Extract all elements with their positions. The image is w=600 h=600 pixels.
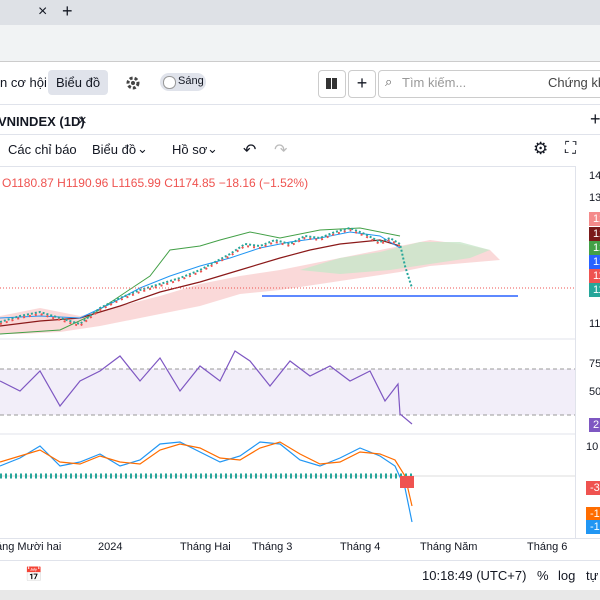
profile-button[interactable]: Hồ sơ (172, 142, 208, 157)
ohlc-legend: O1180.87 H1190.96 L1165.99 C1174.85 −18.… (2, 176, 308, 190)
percent-toggle[interactable]: % (537, 568, 549, 583)
macd-tick-label: 10 (586, 441, 599, 453)
price-tick-label: 12 (589, 227, 600, 241)
time-tick-label: Tháng Hai (180, 541, 231, 553)
base-line (0, 239, 401, 327)
undo-button[interactable]: ↶ (243, 142, 257, 159)
cloud (300, 242, 490, 274)
price-tick-label: 13 (589, 192, 600, 204)
chart-area (0, 226, 575, 523)
price-tick-label: 11 (589, 269, 600, 283)
price-tick-label: 11 (589, 283, 600, 297)
clock: 10:18:49 (UTC+7) (422, 568, 527, 583)
candles-down (0, 228, 401, 328)
settings-button[interactable]: ⚙ (533, 139, 549, 158)
symbol-tab[interactable]: VNINDEX (1D) (0, 114, 85, 129)
redo-button[interactable]: ↷ (274, 142, 288, 159)
candles (0, 226, 413, 326)
nav-link[interactable]: Biểu đồ (48, 70, 109, 95)
search-box[interactable] (378, 70, 600, 98)
tab-add[interactable]: + (590, 109, 600, 129)
low: L1165.99 (111, 176, 161, 190)
date-range-icon[interactable]: 📅 (25, 566, 43, 582)
signal-line (0, 441, 413, 507)
close: C1174.85 (164, 176, 216, 190)
histogram-down (400, 476, 414, 488)
time-tick-label: 2024 (98, 541, 123, 553)
status-bar: 📅 10:18:49 (UTC+7) % log tự (0, 560, 600, 589)
rsi-tick-label: 50 (589, 386, 600, 398)
search-icon: ⌕ (385, 74, 393, 89)
time-tick-label: Tháng 3 (252, 541, 293, 553)
theme-label: Sáng (178, 75, 204, 87)
nav-link[interactable]: n cơ hội (0, 75, 47, 90)
rsi-line (0, 350, 413, 425)
auto-toggle[interactable]: tự (586, 568, 599, 583)
open: O1180.87 (2, 176, 54, 190)
stocks-link[interactable]: Chứng khoán (548, 75, 600, 90)
tab-close[interactable]: × (38, 3, 48, 20)
time-tick-label: Tháng Năm (420, 541, 478, 553)
settings-icon[interactable] (124, 74, 142, 92)
macd-line (0, 441, 413, 523)
time-scale (0, 538, 600, 561)
toggle-knob (163, 76, 176, 89)
new-tab[interactable]: + (62, 1, 73, 21)
layout-button[interactable] (318, 70, 346, 98)
layout-icon (326, 78, 337, 89)
tab-strip: × + (0, 0, 600, 25)
fullscreen-button[interactable]: ⛶ (565, 140, 577, 157)
rsi-band (0, 369, 575, 415)
search-placeholder: Tìm kiếm... (402, 75, 467, 90)
chart-toolbar: Các chỉ báo Biểu đồ ⌄ Hồ sơ ⌄ ↶ ↷ ⚙ ⛶ (0, 134, 600, 167)
chart-tab-row: VNINDEX (1D) × + (0, 107, 600, 135)
macd-tick-label: -3 (586, 481, 600, 495)
macd-tick-label: -1 (586, 507, 600, 521)
chart-type-button[interactable]: Biểu đồ (92, 142, 137, 157)
tab-close[interactable]: × (78, 112, 87, 129)
price-tick-label: 11 (589, 318, 600, 330)
time-tick-label: áng Mười hai (0, 541, 62, 553)
dropdown-caret: ⌄ (207, 141, 218, 156)
lagging-line (0, 227, 401, 335)
dropdown-caret: ⌄ (137, 141, 148, 156)
indicators-button[interactable]: Các chỉ báo (8, 142, 77, 157)
rsi-tick-label: 21 (589, 418, 600, 432)
time-tick-label: Tháng 6 (527, 541, 568, 553)
change: −18.16 (−1.52%) (218, 176, 309, 190)
add-button[interactable]: + (348, 70, 376, 98)
address-bar (0, 25, 600, 62)
app-toolbar: n cơ hội Biểu đồ Sáng + ⌕ Tìm kiếm... Ch… (0, 62, 600, 105)
scrollbar (0, 590, 600, 600)
macd-tick-label: -1 (586, 520, 600, 534)
time-tick-label: Tháng 4 (340, 541, 381, 553)
rsi-tick-label: 75 (589, 358, 600, 370)
price-tick-label: 14 (589, 170, 600, 182)
price-tick-label: 12 (589, 241, 600, 255)
price-tick-label: 12 (589, 212, 600, 226)
high: H1190.96 (57, 176, 109, 190)
log-toggle[interactable]: log (558, 568, 576, 583)
price-tick-label: 12 (589, 255, 600, 269)
